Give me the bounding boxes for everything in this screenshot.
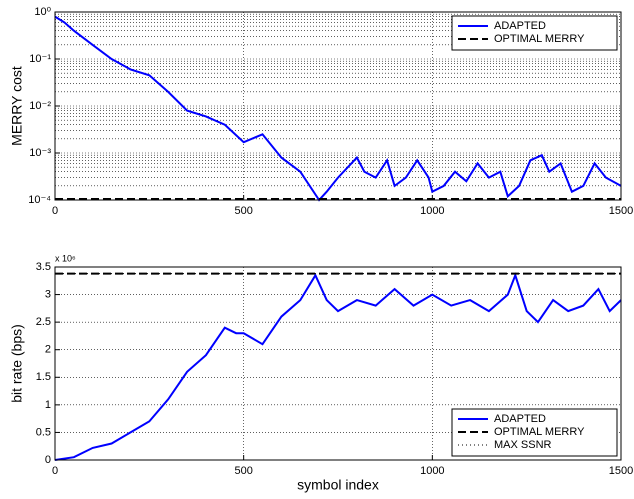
data-line (54, 272, 622, 461)
legend-box (451, 408, 618, 457)
y-tick-label: 3 (45, 288, 51, 300)
y-tick-label: 10⁻² (29, 100, 51, 112)
y-tick-label: 3.5 (36, 261, 51, 273)
legend-label: ADAPTED (494, 20, 546, 32)
x-tick-label: 0 (52, 465, 58, 477)
x-tick-label: 1500 (609, 205, 633, 217)
x-axis-label: symbol index (297, 477, 379, 493)
x-tick-label: 500 (234, 205, 252, 217)
y-tick-label: 10⁻⁴ (28, 194, 51, 206)
data-line (54, 15, 622, 202)
legend-label: ADAPTED (494, 413, 546, 425)
y-axis-label: MERRY cost (9, 66, 25, 146)
legend-box (451, 15, 618, 51)
y-tick-label: 2 (45, 344, 51, 356)
y-tick-label: 10⁻¹ (29, 53, 51, 65)
y-tick-label: 0.5 (36, 426, 51, 438)
x-tick-label: 1000 (420, 465, 444, 477)
y-axis-label: bit rate (bps) (9, 324, 25, 403)
legend-label: OPTIMAL MERRY (494, 426, 585, 438)
x-tick-label: 1000 (420, 205, 444, 217)
x-tick-label: 500 (234, 465, 252, 477)
y-tick-label: 10⁻³ (29, 147, 51, 159)
axes-frame (54, 11, 622, 201)
y-tick-label: 0 (45, 454, 51, 466)
x-tick-label: 0 (52, 205, 58, 217)
y-multiplier: x 10⁶ (55, 253, 76, 263)
legend-label: OPTIMAL MERRY (494, 33, 585, 45)
y-tick-label: 1 (45, 399, 51, 411)
axes-frame (54, 266, 622, 461)
legend-label: MAX SSNR (494, 439, 552, 451)
y-tick-label: 10⁰ (34, 6, 51, 18)
y-tick-label: 1.5 (36, 371, 51, 383)
x-tick-label: 1500 (609, 465, 633, 477)
y-tick-label: 2.5 (36, 316, 51, 328)
